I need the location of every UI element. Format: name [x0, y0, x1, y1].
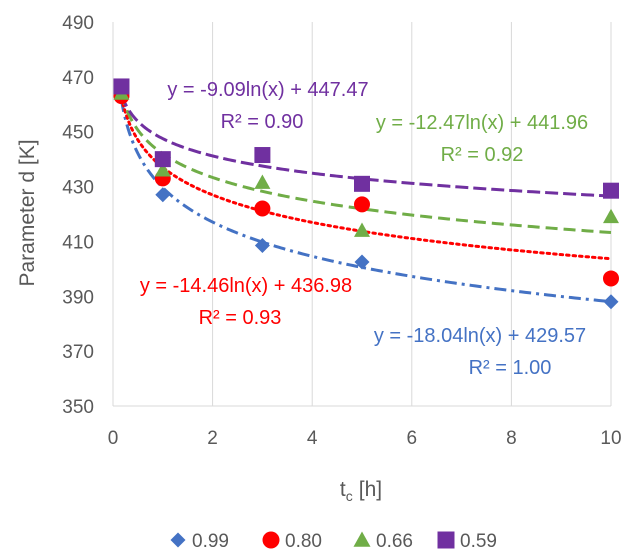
x-axis-title-unit: [h]	[359, 478, 382, 501]
y-tick-label-3: 410	[62, 232, 94, 253]
marker-series-1-point-4	[603, 270, 619, 287]
trendline-series-0	[119, 99, 612, 304]
r2-series-1: R² = 0.93	[199, 307, 282, 329]
y-tick-label-7: 490	[62, 13, 94, 34]
legend-marker-3	[437, 531, 455, 549]
data-markers	[113, 78, 619, 310]
marker-series-2-point-3	[354, 222, 370, 237]
equation-series-1: y = -14.46ln(x) + 436.98	[140, 275, 352, 297]
legend-label-1: 0.80	[285, 531, 322, 552]
x-tick-label-1: 2	[207, 428, 218, 449]
marker-series-3-point-3	[354, 175, 370, 192]
marker-series-2-point-4	[603, 208, 619, 224]
r2-series-0: R² = 1.00	[469, 357, 552, 379]
equation-series-0: y = -18.04ln(x) + 429.57	[374, 325, 586, 347]
y-tick-label-6: 470	[62, 68, 94, 89]
y-tick-label-1: 370	[62, 342, 94, 363]
marker-series-0-point-2	[254, 238, 270, 254]
x-tick-label-2: 4	[307, 428, 318, 449]
legend-marker-2	[353, 531, 371, 547]
marker-series-3-point-4	[603, 182, 619, 199]
r2-series-2: R² = 0.92	[441, 144, 524, 166]
marker-series-2-point-1	[154, 162, 171, 177]
x-tick-label-0: 0	[108, 428, 119, 449]
marker-series-1-point-3	[354, 196, 370, 213]
equation-series-2: y = -12.47ln(x) + 441.96	[376, 112, 588, 134]
x-axis-title-main: t	[340, 478, 346, 501]
marker-series-1-point-2	[254, 200, 271, 217]
equation-series-3: y = -9.09ln(x) + 447.47	[167, 79, 368, 101]
legend-marker-1	[262, 531, 280, 549]
x-tick-label-4: 8	[506, 428, 517, 449]
x-axis-title-sub: c	[346, 488, 353, 504]
trendline-series-2	[119, 92, 612, 235]
marker-series-0-point-1	[155, 187, 171, 203]
marker-series-2-point-2	[254, 174, 271, 189]
x-tick-label-5: 10	[600, 428, 621, 449]
legend-label-3: 0.59	[460, 531, 497, 552]
y-tick-label-0: 350	[62, 397, 94, 418]
marker-series-0-point-3	[354, 254, 370, 270]
legend-label-0: 0.99	[192, 531, 229, 552]
marker-series-0-point-4	[603, 294, 619, 310]
marker-series-3-point-1	[154, 151, 171, 168]
x-tick-label-3: 6	[407, 428, 418, 449]
r2-series-3: R² = 0.90	[221, 111, 304, 133]
x-axis-title: tc [h]	[340, 478, 382, 504]
marker-series-3-point-2	[254, 147, 271, 164]
trendline-series-1	[119, 95, 613, 261]
y-tick-label-2: 390	[62, 287, 94, 308]
trendline-equations: y = -18.04ln(x) + 429.57 R² = 1.00 y = -14…	[140, 79, 588, 379]
marker-series-3-point-0	[113, 78, 130, 95]
y-tick-label-5: 450	[62, 123, 94, 144]
trendline-series-3	[119, 93, 612, 198]
y-tick-label-4: 430	[62, 178, 94, 199]
y-axis-title: Parameter d [K]	[16, 139, 39, 286]
legend-marker-0	[170, 532, 186, 548]
legend-label-2: 0.66	[376, 531, 413, 552]
y-tick-labels: 350 370 390 410 430 450 470 490	[62, 13, 94, 418]
legend: 0.99 0.80 0.66 0.59	[170, 531, 497, 552]
x-tick-labels: 0 2 4 6 8 10	[108, 428, 622, 449]
trendlines	[119, 92, 613, 304]
